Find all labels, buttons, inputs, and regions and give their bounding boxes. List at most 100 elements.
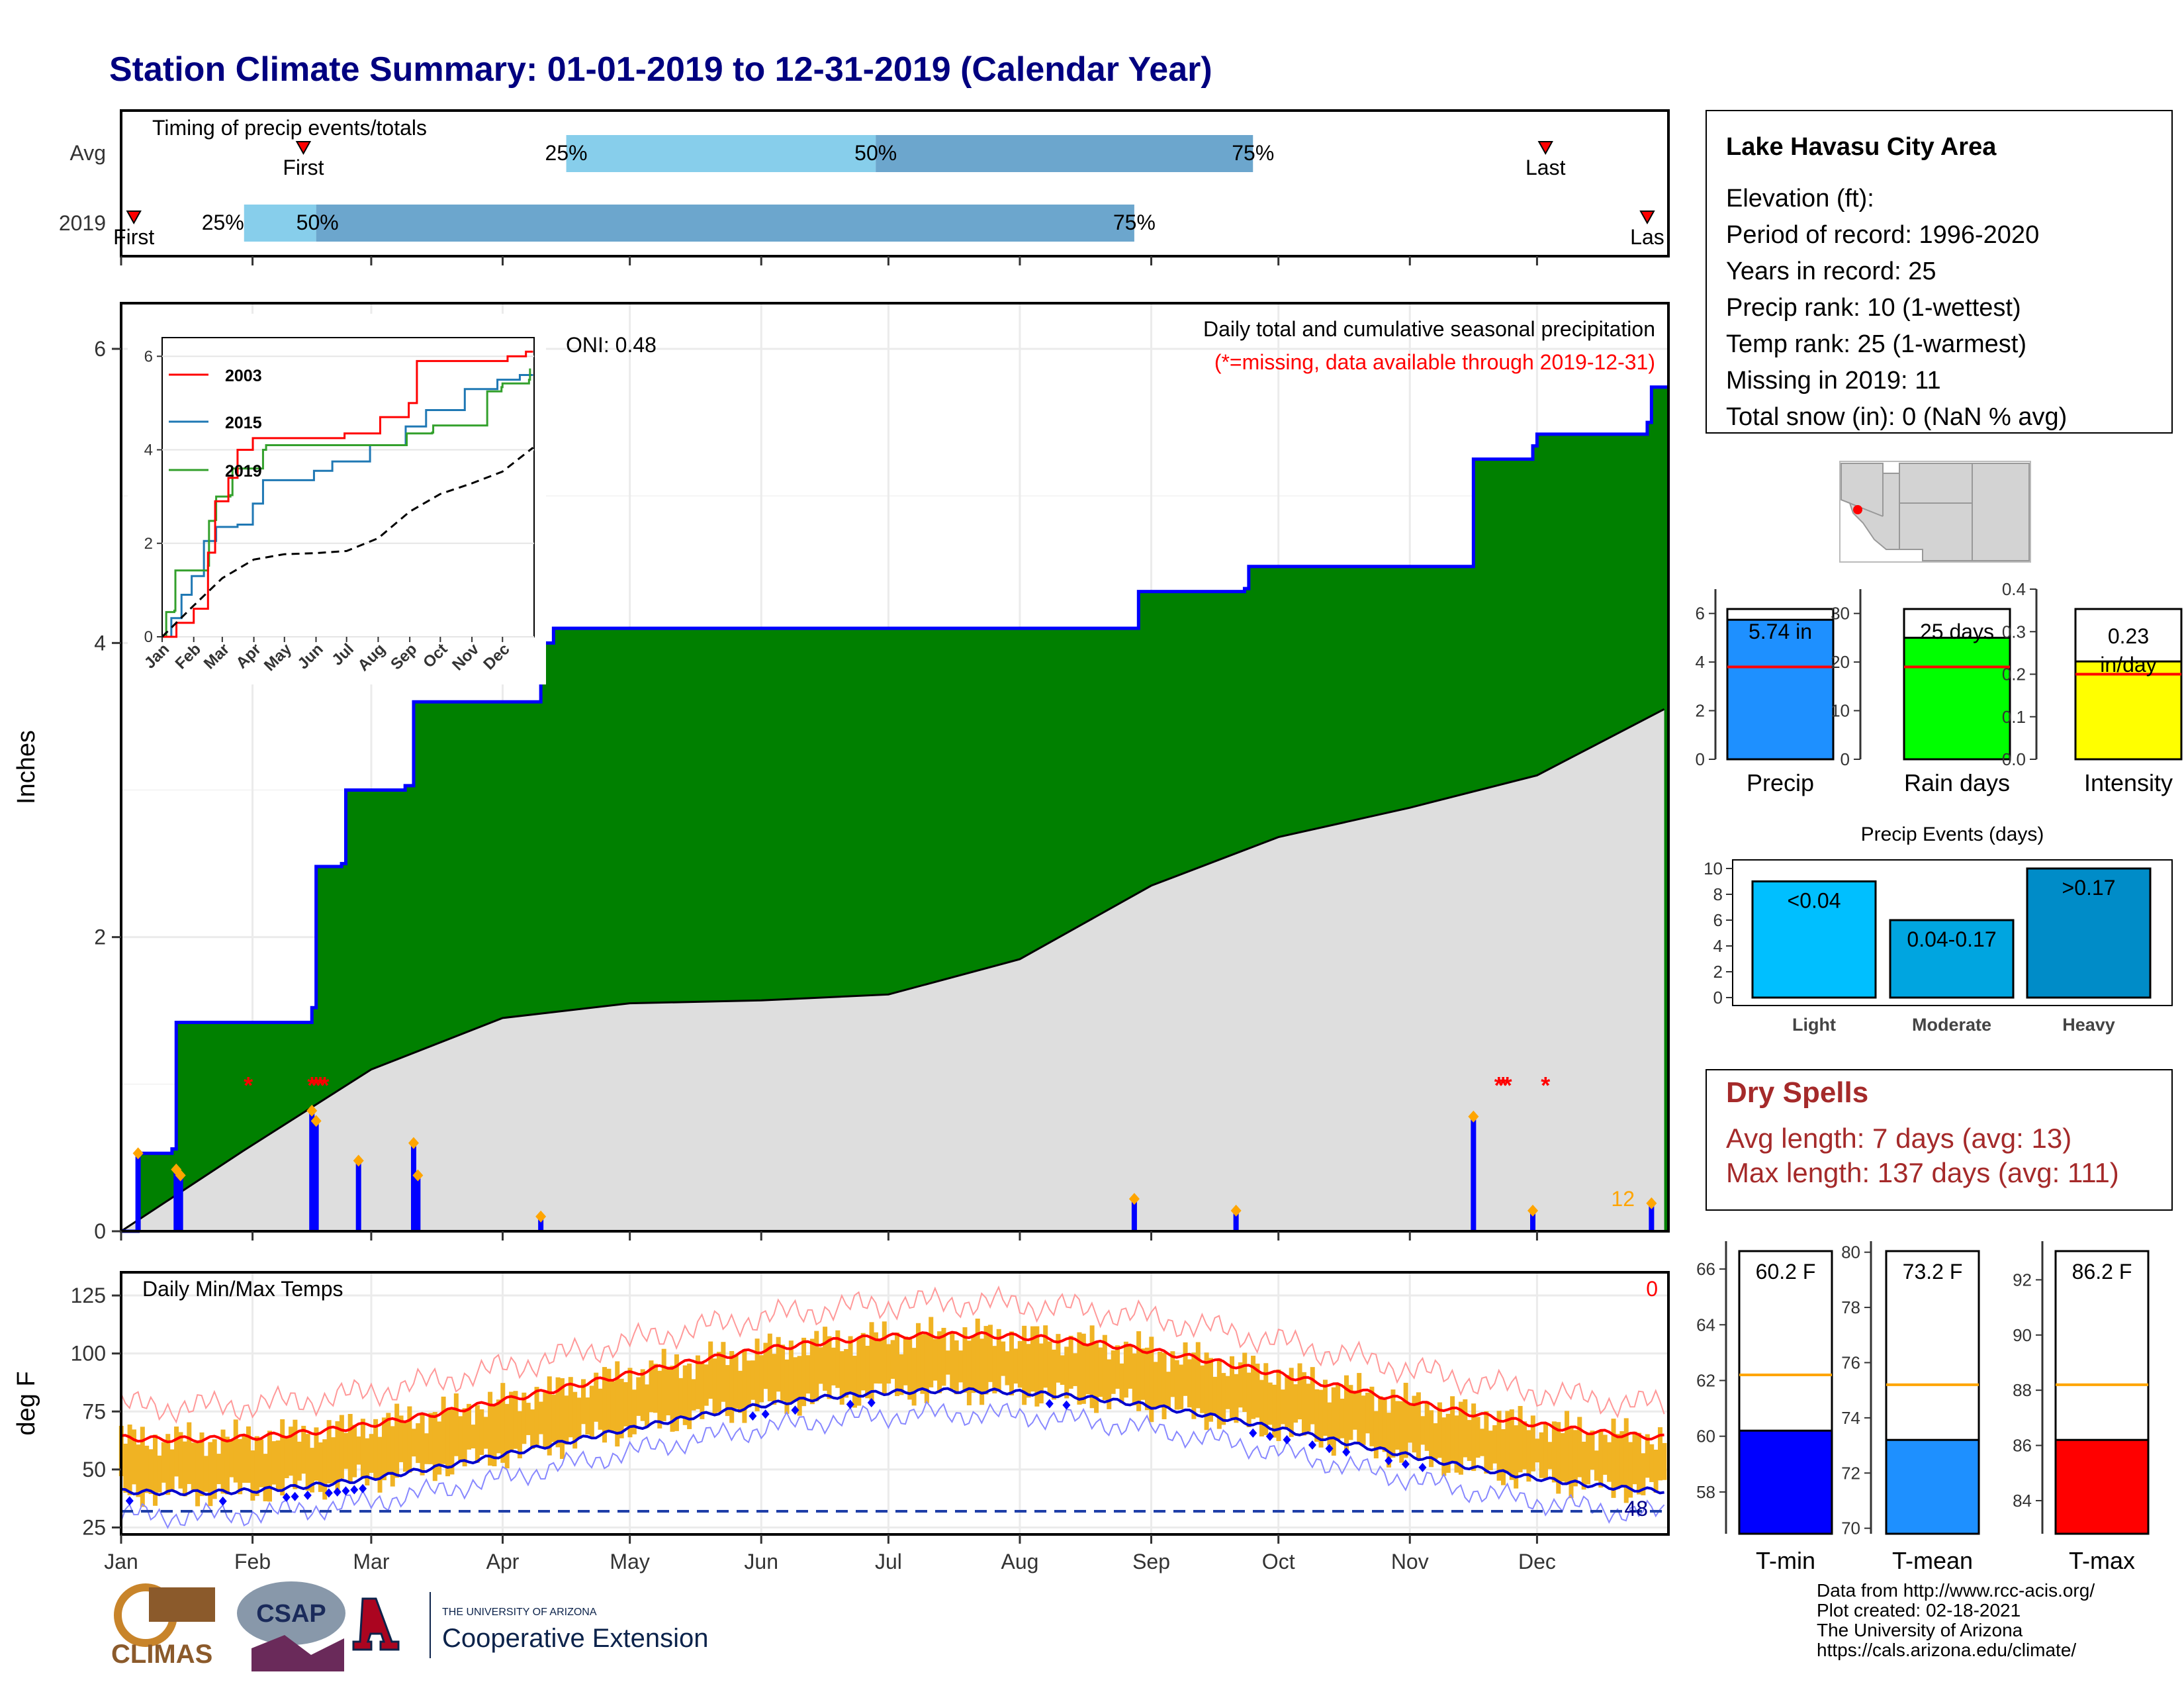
t-max-y-tick-label: 88 bbox=[2013, 1380, 2032, 1400]
t-min-y-tick-label: 58 bbox=[1696, 1482, 1715, 1502]
temp-range-bar bbox=[1089, 1325, 1095, 1409]
temp-range-bar bbox=[1336, 1384, 1341, 1441]
logos: CLIMAS CSAP THE UNIVERSITY OF ARIZONA Co… bbox=[111, 1581, 708, 1671]
temp-range-bar bbox=[801, 1337, 807, 1407]
temp-range-bar bbox=[1144, 1347, 1150, 1411]
record-low-marker bbox=[341, 1486, 350, 1496]
temp-range-bar bbox=[267, 1430, 272, 1502]
temp-range-bar bbox=[492, 1404, 497, 1467]
temp-range-bar bbox=[1149, 1336, 1154, 1423]
temp-range-bar bbox=[1569, 1426, 1574, 1499]
temp-range-bar bbox=[420, 1413, 425, 1476]
dry-spells-avg: Avg length: 7 days (avg: 13) bbox=[1726, 1123, 2071, 1154]
daily-precip-bar bbox=[313, 1121, 319, 1231]
temp-range-bar bbox=[1514, 1425, 1519, 1489]
rain-days-y-tick-label: 20 bbox=[1831, 652, 1850, 672]
temp-range-bar bbox=[500, 1383, 506, 1463]
temp-range-bar bbox=[1636, 1432, 1641, 1495]
ua-logo: THE UNIVERSITY OF ARIZONA Cooperative Ex… bbox=[352, 1592, 708, 1658]
record-low-marker bbox=[218, 1496, 227, 1506]
temp-range-bar bbox=[691, 1379, 696, 1411]
temp-y-tick-label: 125 bbox=[71, 1284, 106, 1307]
temp-range-bar bbox=[1450, 1396, 1455, 1462]
temp-range-bar bbox=[416, 1423, 421, 1464]
events-bar-moderate bbox=[1889, 919, 2015, 999]
oni-label: ONI: 0.48 bbox=[566, 333, 657, 357]
t-mean-bar bbox=[1885, 1438, 1980, 1535]
temp-range-bar bbox=[1556, 1422, 1561, 1494]
temp-range-bar bbox=[814, 1331, 819, 1401]
temp-panel-frame bbox=[120, 1271, 1670, 1536]
temp-range-bar bbox=[525, 1403, 531, 1435]
precip-events-chart: Precip Events (days) 0 2 4 6 8 10 <0.04 Light 0.… bbox=[1704, 823, 2173, 1035]
temp-range-bar bbox=[187, 1422, 192, 1484]
daily-precip-marker bbox=[535, 1210, 547, 1223]
daily-precip-bar bbox=[538, 1216, 544, 1231]
inset-y-tick-label: 2 bbox=[144, 535, 153, 553]
temp-range-bar bbox=[1611, 1419, 1616, 1498]
temp-range-bar bbox=[1107, 1359, 1112, 1409]
legend-label-2019: 2019 bbox=[225, 462, 262, 481]
temp-range-bar bbox=[1594, 1450, 1599, 1481]
temp-range-bar bbox=[763, 1342, 768, 1389]
temp-panel-background bbox=[121, 1272, 1668, 1534]
temp-range-bar bbox=[386, 1413, 391, 1475]
temp-y-tick-label: 50 bbox=[82, 1458, 106, 1481]
daily-precip-marker bbox=[1646, 1197, 1657, 1209]
temp-range-bar bbox=[1272, 1384, 1277, 1438]
missing-day-marker: * bbox=[1498, 1072, 1508, 1099]
station-info-box: Lake Havasu City Area Elevation (ft): Pe… bbox=[1706, 110, 2173, 434]
temp-x-tick-label: Feb bbox=[234, 1550, 271, 1573]
events-y-tick-label: 2 bbox=[1713, 962, 1723, 982]
temp-range-bar bbox=[191, 1442, 196, 1491]
t-mean-y-tick-label: 76 bbox=[1841, 1352, 1860, 1372]
temp-range-bar bbox=[1572, 1430, 1578, 1487]
temp-range-bar bbox=[1598, 1430, 1604, 1488]
temp-range-bar bbox=[216, 1454, 222, 1485]
temp-range-bar bbox=[339, 1415, 344, 1479]
temp-range-bar bbox=[1492, 1425, 1498, 1464]
temp-range-bar bbox=[869, 1322, 874, 1402]
station-line-period: Period of record: 1996-2020 bbox=[1726, 221, 2039, 249]
ua-large-text: Cooperative Extension bbox=[442, 1624, 708, 1653]
timing-bar-2019-25-50 bbox=[244, 205, 316, 242]
temp-range-bar bbox=[161, 1442, 166, 1483]
temp-range-bar bbox=[1310, 1367, 1315, 1425]
temp-range-bar bbox=[250, 1450, 255, 1501]
t-min-bar bbox=[1738, 1429, 1833, 1535]
temp-range-bar bbox=[903, 1336, 908, 1385]
temp-range-bar bbox=[958, 1350, 964, 1383]
temp-range-bar bbox=[1153, 1362, 1158, 1409]
temp-range-bar bbox=[1441, 1417, 1447, 1476]
station-line-temp-rank: Temp rank: 25 (1-warmest) bbox=[1726, 330, 2026, 358]
daily-precip-bar bbox=[410, 1143, 416, 1231]
temp-x-tick-label: Oct bbox=[1262, 1550, 1295, 1573]
daily-precip-bar bbox=[309, 1110, 315, 1231]
inset-frame bbox=[161, 337, 535, 637]
record-low-marker bbox=[1418, 1462, 1427, 1472]
temp-range-bar bbox=[483, 1417, 488, 1449]
temp-range-bar bbox=[504, 1403, 510, 1469]
temp-range-bar bbox=[203, 1456, 208, 1492]
temp-range-bar bbox=[1602, 1434, 1608, 1475]
temp-range-bar bbox=[1590, 1430, 1595, 1470]
temp-range-bar bbox=[1022, 1325, 1027, 1405]
temp-range-bar bbox=[759, 1355, 764, 1403]
events-bar-label-moderate: 0.04-0.17 bbox=[1907, 927, 1996, 951]
temp-range-bar bbox=[437, 1421, 442, 1475]
temp-range-bar bbox=[322, 1439, 328, 1500]
daily-precip-marker bbox=[412, 1169, 424, 1182]
temp-range-bar bbox=[195, 1442, 201, 1507]
temp-range-bar bbox=[488, 1391, 493, 1466]
ua-small-text: THE UNIVERSITY OF ARIZONA bbox=[442, 1607, 597, 1618]
temp-range-bar bbox=[296, 1441, 302, 1481]
temp-range-bar bbox=[1522, 1421, 1527, 1470]
temp-range-bar bbox=[352, 1425, 357, 1477]
timing-row-2019-label: 2019 bbox=[59, 211, 106, 235]
t-mean-y-tick-label: 80 bbox=[1841, 1243, 1860, 1262]
temp-range-bar bbox=[1657, 1427, 1662, 1481]
temp-range-bar bbox=[1314, 1389, 1320, 1442]
station-line-precip-rank: Precip rank: 10 (1-wettest) bbox=[1726, 294, 2021, 322]
temp-range-bar bbox=[1467, 1420, 1472, 1462]
